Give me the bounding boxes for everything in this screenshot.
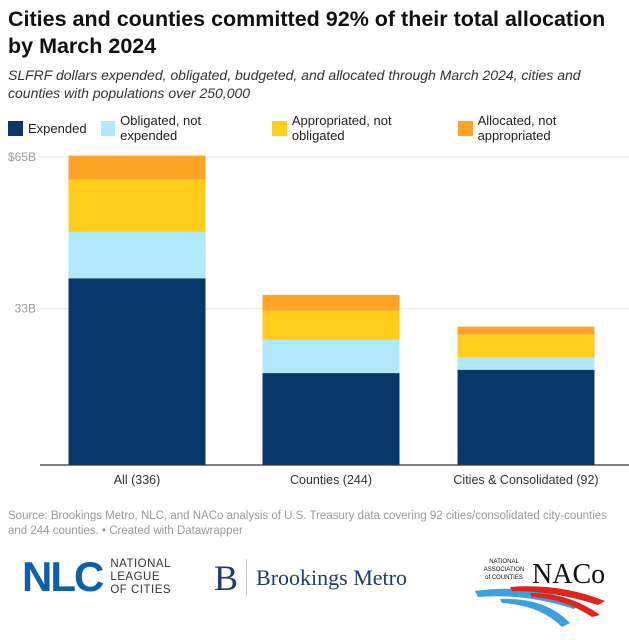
legend-label: Expended xyxy=(28,120,87,136)
brookings-logo-text: Brookings Metro xyxy=(256,565,407,590)
bar-segment xyxy=(68,278,206,465)
bar-segment xyxy=(262,310,400,340)
naco-logo: NATIONAL ASSOCIATION of COUNTIES NACo xyxy=(475,559,605,627)
bar-segment xyxy=(68,179,206,232)
legend-swatch xyxy=(457,120,473,136)
svg-text:NATIONAL: NATIONAL xyxy=(489,559,519,565)
svg-text:NACo: NACo xyxy=(532,559,605,590)
nlc-logo-text: NATIONAL xyxy=(110,557,171,570)
legend-label: Appropriated, not obligated xyxy=(291,113,392,143)
legend-item: Allocated, not appropriated xyxy=(457,113,629,143)
bar-segment xyxy=(457,369,595,465)
chart-title: Cities and counties committed 92% of the… xyxy=(8,7,606,58)
legend-item: Obligated, not expended xyxy=(100,113,259,143)
x-tick-label: All (336) xyxy=(114,473,161,487)
bar-segment xyxy=(68,155,206,180)
legend-item: Appropriated, not obligated xyxy=(272,113,444,143)
nlc-logo: NLC NATIONAL LEAGUE OF CITIES xyxy=(22,553,171,601)
legend-label: Obligated, not expended xyxy=(120,113,202,143)
x-tick-label: Counties (244) xyxy=(290,473,372,487)
x-tick-label: Cities & Consolidated (92) xyxy=(453,473,598,487)
legend-item: Expended xyxy=(8,113,87,143)
bar-segment xyxy=(68,231,206,279)
nlc-logo-text: LEAGUE xyxy=(110,570,160,583)
chart-subtitle: SLFRF dollars expended, obligated, budge… xyxy=(8,67,581,101)
legend: Expended Obligated, not expended Appropria… xyxy=(8,113,629,143)
bar-segment xyxy=(262,339,400,374)
legend-label: Allocated, not appropriated xyxy=(477,113,557,143)
nlc-logo-mark: NLC xyxy=(22,553,104,600)
y-tick-label: $65B xyxy=(8,150,36,164)
bar-segment xyxy=(457,357,595,370)
source-note: Source: Brookings Metro, NLC, and NACo a… xyxy=(8,510,607,537)
svg-text:ASSOCIATION: ASSOCIATION xyxy=(484,567,525,573)
bar-segment xyxy=(457,334,595,358)
nlc-logo-text: OF CITIES xyxy=(110,583,172,596)
legend-swatch xyxy=(272,120,287,136)
y-tick-label: 33B xyxy=(15,302,36,316)
legend-swatch xyxy=(8,120,23,136)
bar-segment xyxy=(262,373,400,465)
stacked-bar-chart: 33B $65B All (336) Counties (244) Cities & C… xyxy=(8,150,629,487)
bar-segment xyxy=(262,294,400,311)
logos: NLC NATIONAL LEAGUE OF CITIES B Brooking… xyxy=(0,545,629,640)
svg-text:of COUNTIES: of COUNTIES xyxy=(485,575,523,581)
brookings-logo-mark: B xyxy=(214,559,248,597)
bar-segment xyxy=(457,326,595,335)
brookings-logo: B Brookings Metro xyxy=(214,559,407,597)
legend-swatch xyxy=(100,120,116,136)
